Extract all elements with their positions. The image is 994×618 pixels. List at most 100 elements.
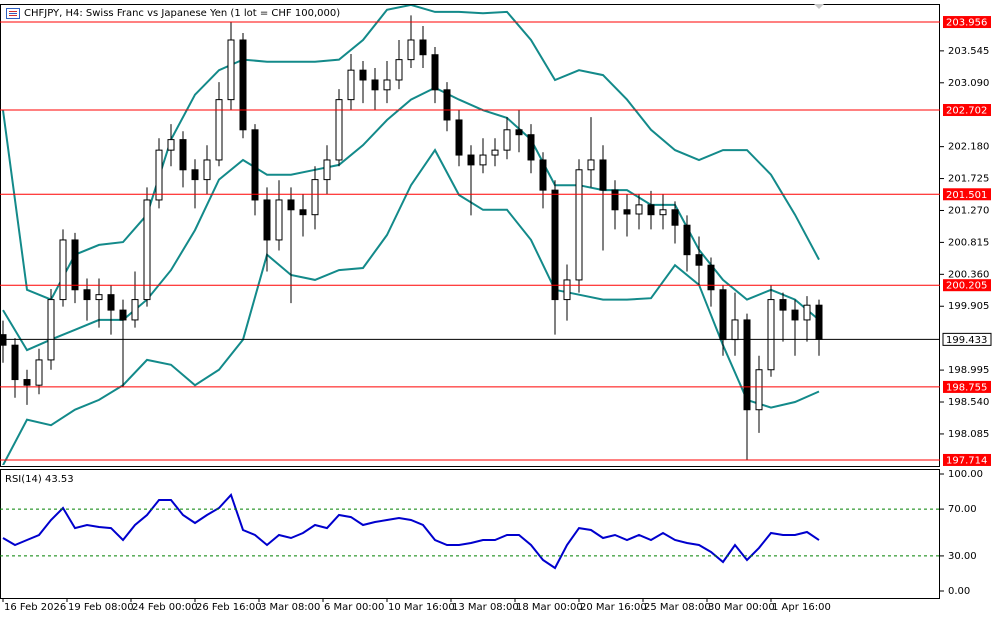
candle-body <box>431 54 439 91</box>
candle-body <box>443 89 451 121</box>
candle-body <box>95 294 103 301</box>
candle-body <box>755 369 763 411</box>
level-tag <box>943 380 991 393</box>
candle-body <box>371 79 379 91</box>
candle-body <box>599 159 607 191</box>
candle-body <box>107 294 115 311</box>
y-tick-label: 100.00 <box>948 469 983 480</box>
candle-body <box>287 199 295 211</box>
candle-body <box>791 309 799 321</box>
candle-body <box>119 309 127 321</box>
candle-body <box>539 159 547 191</box>
x-tick-label: 16 Feb 2026 <box>4 602 66 613</box>
candle-body <box>743 319 751 411</box>
candle-body <box>323 159 331 181</box>
y-tick-label: 199.905 <box>948 301 989 312</box>
candle-body <box>659 209 667 216</box>
y-tick-label: 30.00 <box>948 551 977 562</box>
candle-body <box>527 134 535 161</box>
price-frame <box>0 4 940 467</box>
candle-body <box>611 189 619 211</box>
level-label: 197.714 <box>946 455 987 466</box>
bollinger-middle <box>2 86 820 352</box>
bollinger-upper <box>2 5 820 301</box>
candle-body <box>515 129 523 136</box>
candle-body <box>71 239 79 291</box>
candle-body <box>779 299 787 311</box>
y-tick-label: 203.090 <box>948 78 989 89</box>
y-tick-label: 198.995 <box>948 365 989 376</box>
y-tick-label: 70.00 <box>948 504 977 515</box>
level-label: 203.956 <box>946 18 987 29</box>
y-tick-label: 202.180 <box>948 142 989 153</box>
candle-body <box>59 239 67 301</box>
last-price-tag <box>942 332 992 346</box>
candle-body <box>671 209 679 226</box>
x-tick-label: 18 Mar 00:00 <box>516 602 583 613</box>
candle-body <box>731 319 739 341</box>
pane-title: CHFJPY, H4: Swiss Franc vs Japanese Yen … <box>24 8 340 19</box>
x-tick-label: 19 Feb 08:00 <box>68 602 134 613</box>
candle-body <box>179 139 187 171</box>
plot-area <box>2 492 820 570</box>
candle-body <box>383 79 391 91</box>
last-price-label: 199.433 <box>946 335 987 346</box>
candle-body <box>167 139 175 151</box>
candle-body <box>227 39 235 101</box>
x-tick-label: 1 Apr 16:00 <box>772 602 831 613</box>
candle-body <box>83 289 91 301</box>
candle-body <box>695 254 703 266</box>
x-tick-label: 30 Mar 00:00 <box>708 602 775 613</box>
candle-body <box>767 299 775 371</box>
x-tick-label: 25 Mar 08:00 <box>644 602 711 613</box>
candle-body <box>395 59 403 81</box>
candle-body <box>239 39 247 131</box>
candle-body <box>311 179 319 216</box>
level-tag <box>943 16 991 29</box>
candle-body <box>335 99 343 161</box>
candle-body <box>551 189 559 301</box>
x-tick-label: 3 Mar 08:00 <box>260 602 320 613</box>
y-tick-label: 0.00 <box>948 586 970 597</box>
candle-body <box>47 299 55 361</box>
candle-body <box>11 344 19 381</box>
x-tick-label: 26 Feb 16:00 <box>196 602 262 613</box>
y-tick-label: 200.815 <box>948 237 989 248</box>
candle-body <box>215 99 223 161</box>
candle-body <box>455 119 463 156</box>
candle-body <box>35 359 43 386</box>
candle-body <box>191 169 199 181</box>
candle-body <box>203 159 211 181</box>
candle-body <box>815 304 823 340</box>
candle-body <box>407 39 415 61</box>
y-tick-label: 201.270 <box>948 205 989 216</box>
x-tick-label: 10 Mar 16:00 <box>388 602 455 613</box>
x-tick-label: 24 Feb 00:00 <box>132 602 198 613</box>
candle-body <box>587 159 595 171</box>
level-tag <box>943 104 991 117</box>
y-tick-label: 200.360 <box>948 269 989 280</box>
plot-area <box>1 5 823 465</box>
candle-body <box>155 149 163 201</box>
candle-body <box>563 279 571 301</box>
x-tick-label: 6 Mar 00:00 <box>324 602 384 613</box>
candle-body <box>503 129 511 151</box>
candle-body <box>467 154 475 166</box>
candle-body <box>1 334 7 346</box>
candle-body <box>491 149 499 156</box>
y-tick-label: 198.540 <box>948 397 989 408</box>
candle-body <box>251 129 259 201</box>
candle-body <box>275 199 283 241</box>
candle-body <box>299 209 307 216</box>
candle-body <box>683 224 691 256</box>
candle-body <box>635 204 643 215</box>
candle-body <box>479 154 487 166</box>
shift-marker <box>814 4 824 9</box>
rsi-line <box>2 492 820 570</box>
candle-body <box>143 199 151 301</box>
candle-body <box>719 289 727 341</box>
candle-body <box>23 379 31 386</box>
level-tag <box>943 188 991 201</box>
candle-body <box>803 304 811 321</box>
